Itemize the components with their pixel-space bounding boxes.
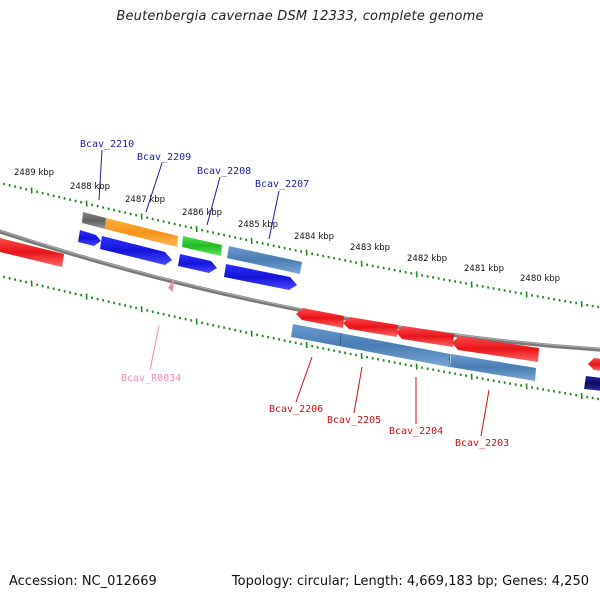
bottom-label-leaders: [295, 356, 490, 437]
scale-label: 2486 kbp: [182, 208, 222, 218]
gene-boundary: [448, 353, 451, 368]
gene-label-top[interactable]: Bcav_2208: [197, 166, 251, 177]
top-label-leaders: [98, 149, 280, 240]
scale-label: 2483 kbp: [350, 243, 390, 253]
gene-arrow-red[interactable]: [452, 336, 539, 362]
accession-text: Accession: NC_012669: [9, 574, 157, 589]
forward-strand-features: [0, 230, 297, 290]
scale-label: 2484 kbp: [294, 232, 334, 242]
gene-label-bottom[interactable]: Bcav_2206: [269, 404, 323, 415]
scale-label: 2481 kbp: [464, 264, 504, 274]
scale-label: 2482 kbp: [407, 254, 447, 264]
leader-line: [98, 149, 103, 201]
gene-feature-steel[interactable]: [227, 246, 302, 274]
leader-line: [295, 356, 313, 403]
genome-stats-text: Topology: circular; Length: 4,669,183 bp…: [231, 574, 589, 589]
gene-label-top[interactable]: Bcav_2207: [255, 179, 309, 190]
gene-arrow-red[interactable]: [343, 317, 398, 337]
scale-label: 2487 kbp: [125, 195, 165, 205]
gene-feature-navy[interactable]: [584, 376, 600, 391]
gene-arrow-red[interactable]: [0, 238, 64, 267]
gene-label-top[interactable]: Bcav_2209: [137, 152, 191, 163]
scale-label: 2485 kbp: [238, 220, 278, 230]
leader-line: [145, 162, 163, 213]
gene-feature-orange[interactable]: [105, 218, 178, 247]
genome-backbone: [0, 229, 600, 352]
gene-feature-steel[interactable]: [291, 324, 450, 367]
gene-arrow-blue[interactable]: [178, 254, 217, 273]
gene-label-top[interactable]: Bcav_2210: [80, 139, 134, 150]
reverse-strand-features: [291, 308, 600, 391]
gene-arrow-red[interactable]: [296, 308, 344, 328]
rna-label[interactable]: Bcav_R0034: [121, 373, 181, 384]
gene-label-bottom[interactable]: Bcav_2204: [389, 426, 443, 437]
scale-ticks-inner: [3, 275, 600, 401]
leader-line: [353, 366, 363, 414]
scale-ticks-outer: [3, 182, 600, 309]
outer-strand-features: [82, 212, 302, 274]
genome-backbone-highlight: [0, 230, 600, 350]
gene-arrow-blue[interactable]: [100, 236, 172, 265]
gene-arrow-blue[interactable]: [78, 230, 101, 246]
gene-arrow-red[interactable]: [396, 326, 454, 347]
gene-boundary: [339, 332, 342, 347]
gene-arrow-red[interactable]: [588, 358, 600, 371]
gene-label-bottom[interactable]: Bcav_2205: [327, 415, 381, 426]
scale-label: 2488 kbp: [70, 182, 110, 192]
gene-label-bottom[interactable]: Bcav_2203: [455, 438, 509, 449]
leader-line: [480, 389, 490, 437]
gene-arrow-blue[interactable]: [224, 264, 297, 290]
gene-feature-gray[interactable]: [82, 212, 106, 229]
gene-feature-steel[interactable]: [450, 354, 536, 381]
rna-leader-line: [149, 325, 160, 371]
leader-line: [268, 190, 280, 240]
scale-labels: 2489 kbp 2488 kbp 2487 kbp 2486 kbp 2485…: [14, 168, 560, 284]
gene-feature-green[interactable]: [182, 236, 222, 256]
scale-label: 2489 kbp: [14, 168, 54, 178]
rna-feature-marker[interactable]: [168, 279, 174, 292]
scale-label: 2480 kbp: [520, 274, 560, 284]
leader-line: [206, 176, 221, 226]
map-title: Beutenbergia cavernae DSM 12333, complet…: [116, 9, 484, 24]
